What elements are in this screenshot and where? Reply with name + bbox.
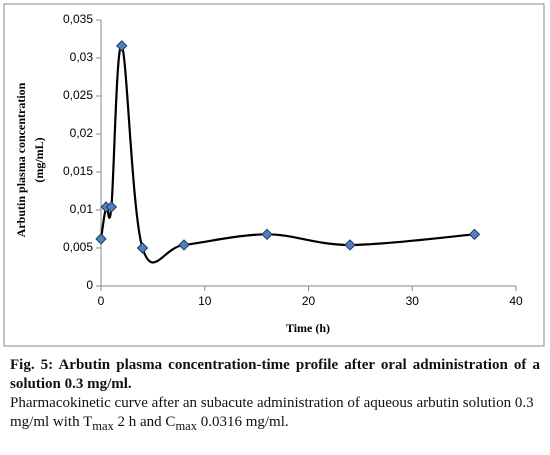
caption: Fig. 5: Arbutin plasma concentration-tim… (10, 356, 540, 436)
data-point (178, 239, 190, 251)
series-line (99, 44, 475, 264)
y-axis-label: (mg/mL) (32, 137, 46, 182)
x-axis-label: Time (h) (286, 321, 330, 335)
y-tick-label: 0,02 (70, 126, 94, 140)
x-tick-label: 0 (98, 294, 105, 308)
y-tick-label: 0,035 (63, 12, 93, 26)
caption-title: Fig. 5: Arbutin plasma concentration-tim… (10, 357, 540, 392)
chart: Arbutin plasma concentration (mg/mL) Tim… (3, 3, 545, 347)
data-point (344, 239, 356, 251)
y-tick-label: 0,025 (63, 88, 93, 102)
caption-part: 2 h and C (117, 414, 176, 430)
data-point (136, 242, 149, 254)
data-point (95, 233, 107, 245)
y-tick-label: 0 (86, 278, 93, 292)
caption-text: Pharmacokinetic curve after an subacute … (10, 394, 540, 436)
caption-sub: max (92, 419, 114, 433)
data-point (468, 228, 481, 241)
caption-sub: max (175, 419, 197, 433)
y-tick-label: 0,01 (70, 202, 94, 216)
data-point (105, 201, 118, 213)
y-tick-label: 0,03 (70, 50, 94, 64)
x-tick-label: 40 (509, 294, 523, 308)
caption-part: 0.0316 mg/ml. (200, 414, 289, 430)
caption-part: Pharmacokinetic curve after an subacute … (10, 395, 534, 430)
y-tick-label: 0,015 (63, 164, 93, 178)
x-tick-label: 20 (302, 294, 316, 308)
y-axis-label: Arbutin plasma concentration (14, 82, 28, 237)
data-point (261, 228, 273, 241)
x-tick-label: 30 (406, 294, 420, 308)
chart-frame (3, 3, 545, 347)
y-tick-label: 0,005 (63, 240, 93, 254)
x-tick-label: 10 (198, 294, 212, 308)
data-point (116, 40, 128, 52)
